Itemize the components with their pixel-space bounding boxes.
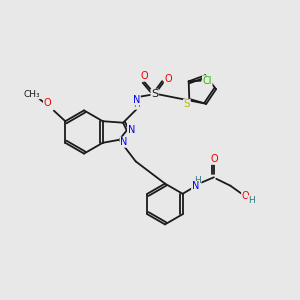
Text: H: H: [194, 176, 201, 185]
Text: H: H: [133, 100, 140, 109]
Text: O: O: [210, 154, 218, 164]
Text: H: H: [248, 196, 255, 205]
Text: N: N: [133, 94, 140, 105]
Text: S: S: [184, 99, 190, 109]
Text: O: O: [44, 98, 51, 108]
Text: Cl: Cl: [202, 76, 212, 86]
Text: N: N: [192, 181, 199, 191]
Text: O: O: [164, 74, 172, 84]
Text: S: S: [151, 89, 158, 99]
Text: O: O: [242, 191, 249, 201]
Text: O: O: [140, 71, 148, 81]
Text: CH₃: CH₃: [24, 90, 40, 99]
Text: N: N: [128, 124, 135, 135]
Text: N: N: [120, 137, 127, 147]
